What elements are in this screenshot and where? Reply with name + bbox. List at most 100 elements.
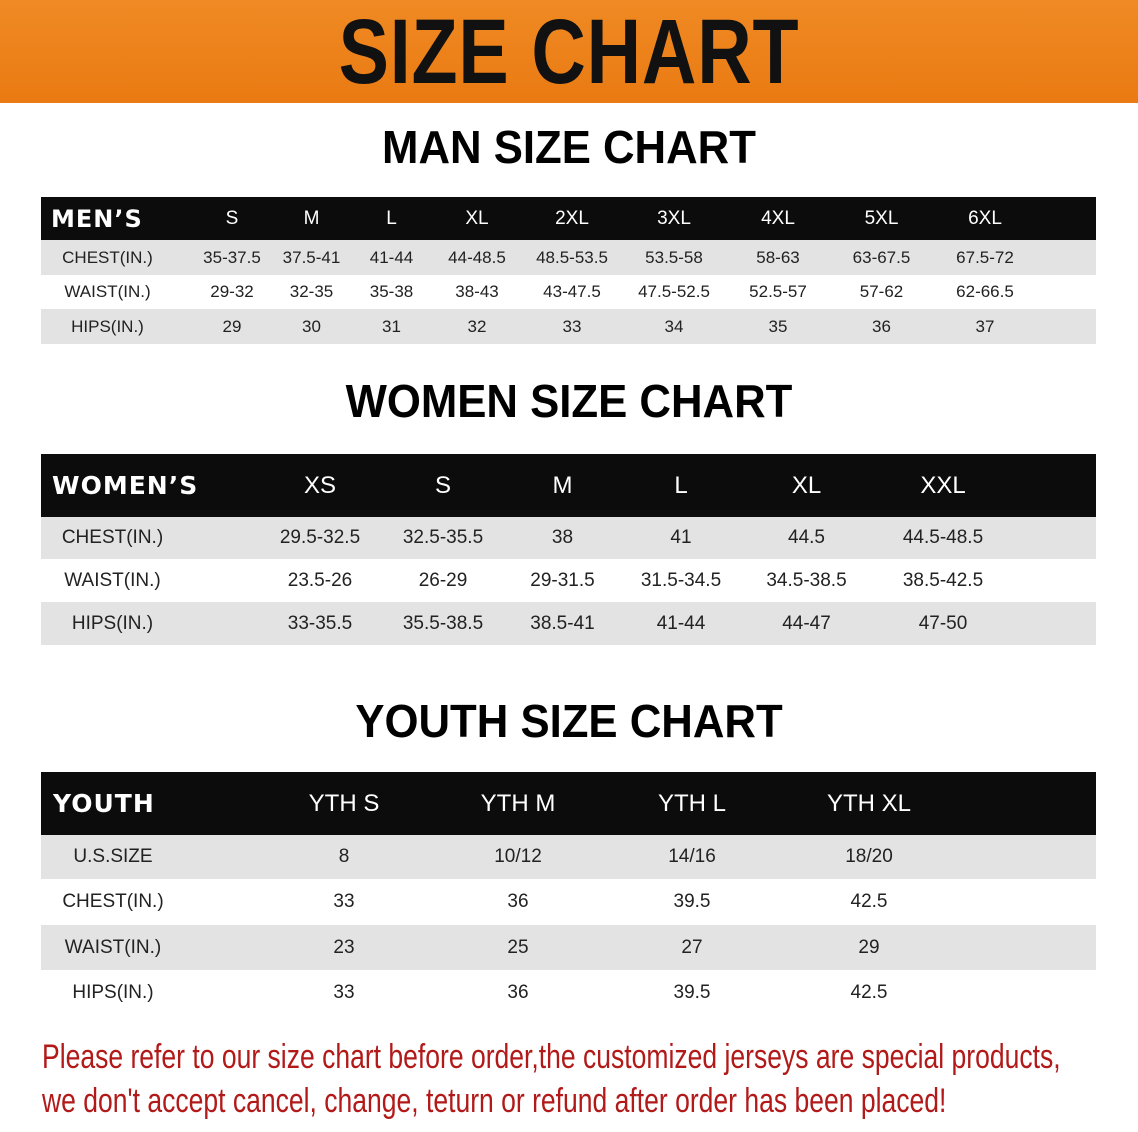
size-value-cell: 30 [302, 316, 321, 336]
size-column-header: XXL [920, 471, 966, 499]
size-value-cell: 36 [507, 981, 529, 1003]
table-row: HIPS(IN.) 33-35.5 35.5-38.5 38.5-41 41-44 44-… [41, 602, 1096, 645]
size-value-cell: 34.5-38.5 [766, 569, 847, 591]
size-column-header: L [386, 207, 397, 229]
table-row: WAIST(IN.) 23 25 27 29 [41, 925, 1096, 970]
size-value-cell: 36 [872, 316, 891, 336]
youth-section-title: YOUTH SIZE CHART [355, 695, 783, 747]
size-value-cell: 29-31.5 [530, 569, 595, 591]
table-row: CHEST(IN.) 35-37.5 37.5-41 41-44 44-48.5 48.5… [41, 240, 1096, 275]
size-value-cell: 38-43 [455, 282, 499, 301]
size-value-cell: 44.5-48.5 [902, 527, 984, 548]
size-value-cell: 53.5-58 [645, 247, 703, 267]
size-value-cell: 62-66.5 [956, 282, 1014, 301]
size-value-cell: 39.5 [673, 981, 711, 1003]
size-value-cell: 39.5 [673, 891, 711, 912]
size-value-cell: 29-32 [210, 282, 254, 301]
size-value-cell: 31.5-34.5 [640, 569, 722, 591]
size-value-cell: 33 [562, 316, 582, 336]
size-value-cell: 31 [382, 316, 401, 336]
size-value-cell: 32 [467, 316, 487, 336]
measurement-label: CHEST(IN.) [61, 527, 164, 548]
size-column-header: S [225, 207, 239, 229]
table-header-row: YOUTH YTH S YTH M YTH L YTH XL [41, 772, 1096, 835]
table-row: HIPS(IN.) 29 30 31 32 33 34 35 36 37 [41, 309, 1096, 344]
size-value-cell: 35 [768, 316, 788, 336]
size-column-header: XS [303, 471, 336, 499]
measurement-label: HIPS(IN.) [71, 612, 154, 634]
size-value-cell: 36 [507, 891, 529, 912]
size-value-cell: 27 [681, 936, 703, 958]
size-column-header: YTH XL [826, 789, 912, 817]
table-row: CHEST(IN.) 33 36 39.5 42.5 [41, 879, 1096, 925]
size-value-cell: 18/20 [845, 846, 893, 867]
size-value-cell: 47-50 [918, 612, 968, 634]
size-column-header: XL [465, 207, 489, 229]
women-size-table: WOMEN’S XS S M L XL XXL CHEST(IN.) 29.5-32.5 32.5… [41, 454, 1096, 645]
size-column-header: 6XL [968, 207, 1002, 229]
table-row: WAIST(IN.) 23.5-26 26-29 29-31.5 31.5-34.5 34… [41, 559, 1096, 602]
size-value-cell: 14/16 [668, 846, 716, 867]
size-column-header: 3XL [657, 207, 691, 229]
size-value-cell: 33 [333, 891, 355, 912]
table-header-row: MEN’S S M L XL 2XL 3XL 4XL 5XL 6XL [41, 197, 1096, 240]
size-value-cell: 26-29 [418, 569, 468, 591]
size-value-cell: 52.5-57 [749, 282, 807, 301]
size-value-cell: 35.5-38.5 [402, 612, 484, 634]
measurement-label: HIPS(IN.) [71, 316, 144, 336]
measurement-label: CHEST(IN.) [62, 891, 164, 912]
size-value-cell: 8 [338, 846, 350, 867]
men-section-title: MAN SIZE CHART [382, 121, 756, 173]
size-value-cell: 33-35.5 [287, 612, 353, 634]
size-value-cell: 41 [670, 527, 692, 548]
table-row: U.S.SIZE 8 10/12 14/16 18/20 [41, 835, 1096, 879]
size-column-header: L [674, 471, 688, 499]
size-column-header: M [303, 207, 320, 229]
size-value-cell: 47.5-52.5 [638, 282, 710, 301]
size-column-header: M [552, 471, 573, 499]
size-column-header: YTH L [657, 789, 726, 817]
size-value-cell: 33 [333, 981, 355, 1003]
size-column-header: 4XL [761, 207, 795, 229]
size-column-header: 2XL [555, 207, 589, 229]
notice-line-1: Please refer to our size chart before or… [42, 1038, 1061, 1076]
size-column-header: YTH M [480, 789, 556, 817]
banner: SIZE CHART [0, 0, 1138, 103]
table-row: WAIST(IN.) 29-32 32-35 35-38 38-43 43-47.5 47.… [41, 275, 1096, 309]
size-value-cell: 63-67.5 [852, 247, 911, 267]
youth-size-table: YOUTH YTH S YTH M YTH L YTH XL U.S.SIZE 8 10/12… [41, 772, 1096, 1015]
notice-line-2: we don't accept cancel, change, teturn o… [42, 1082, 947, 1120]
size-value-cell: 44-48.5 [448, 247, 506, 267]
size-value-cell: 37 [975, 316, 995, 336]
size-value-cell: 25 [507, 936, 529, 958]
table-row: CHEST(IN.) 29.5-32.5 32.5-35.5 38 41 44.5 44.5… [41, 517, 1096, 559]
size-value-cell: 42.5 [850, 981, 888, 1003]
table-corner-label: MEN’S [51, 204, 143, 233]
size-value-cell: 29.5-32.5 [279, 527, 361, 548]
size-value-cell: 44.5 [788, 527, 825, 548]
measurement-label: WAIST(IN.) [64, 569, 161, 591]
size-value-cell: 42.5 [850, 891, 888, 912]
size-value-cell: 43-47.5 [543, 282, 601, 301]
size-value-cell: 35-37.5 [203, 247, 261, 267]
size-value-cell: 41-44 [656, 612, 706, 634]
size-value-cell: 38.5-41 [530, 612, 595, 634]
size-value-cell: 23.5-26 [287, 569, 353, 591]
men-size-table: MEN’S S M L XL 2XL 3XL 4XL 5XL 6XL CHEST(IN.) 35-37… [41, 197, 1096, 344]
banner-title: SIZE CHART [338, 1, 800, 103]
size-value-cell: 58-63 [756, 247, 800, 267]
measurement-label: U.S.SIZE [73, 846, 153, 867]
size-column-header: YTH S [308, 789, 380, 817]
size-column-header: 5XL [864, 207, 899, 229]
size-value-cell: 10/12 [494, 846, 542, 867]
measurement-label: CHEST(IN.) [62, 247, 153, 267]
size-column-header: XL [791, 471, 822, 499]
size-column-header: S [434, 471, 451, 499]
size-value-cell: 67.5-72 [956, 247, 1014, 267]
size-value-cell: 44-47 [782, 612, 831, 634]
measurement-label: WAIST(IN.) [64, 936, 162, 958]
size-value-cell: 38.5-42.5 [902, 569, 984, 591]
table-corner-label: YOUTH [53, 789, 155, 818]
table-row: HIPS(IN.) 33 36 39.5 42.5 [41, 970, 1096, 1015]
women-section-title: WOMEN SIZE CHART [345, 375, 793, 427]
